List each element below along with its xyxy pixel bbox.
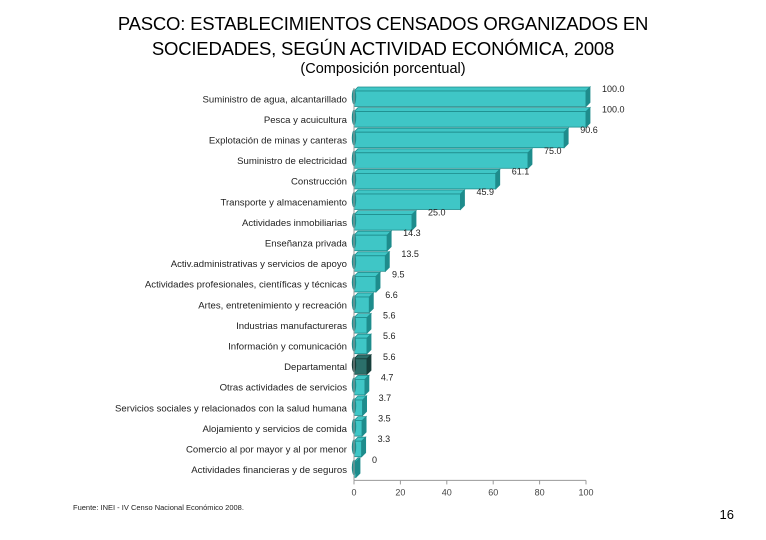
- bar: [351, 127, 570, 149]
- bar: [351, 147, 533, 170]
- value-label: 5.6: [383, 352, 396, 362]
- chart-title-line1: PASCO: ESTABLECIMIENTOS CENSADOS ORGANIZ…: [117, 13, 649, 34]
- page-number: 16: [719, 507, 734, 522]
- bar: [351, 415, 368, 438]
- bar: [351, 209, 417, 232]
- chart-subtitle: (Composición porcentual): [300, 61, 466, 77]
- bar: [351, 456, 361, 479]
- category-label: Industrias manufactureras: [236, 321, 347, 332]
- category-label: Explotación de minas y canteras: [209, 135, 347, 146]
- x-tick-label: 100: [578, 487, 593, 497]
- source-note: Fuente: INEI - IV Censo Nacional Económi…: [73, 503, 244, 512]
- category-label: Transporte y almacenamiento: [220, 197, 347, 208]
- category-label: Artes, entretenimiento y recreación: [198, 300, 347, 311]
- bar: [351, 106, 591, 129]
- value-label: 100.0: [602, 84, 625, 94]
- category-label: Actividades inmobiliarias: [242, 218, 347, 229]
- bar: [351, 250, 391, 273]
- category-label: Construcción: [291, 177, 347, 188]
- bars-layer: [351, 86, 591, 479]
- category-label: Comercio al por mayor y al por menor: [186, 444, 348, 455]
- category-label: Otras actividades de servicios: [220, 383, 348, 394]
- bar: [351, 230, 393, 252]
- x-tick-label: 40: [442, 487, 452, 497]
- value-label: 4.7: [381, 372, 394, 382]
- category-label: Actividades financieras y de seguros: [191, 465, 347, 476]
- category-label: Alojamiento y servicios de comida: [202, 424, 347, 435]
- chart-title-line2: SOCIEDADES, SEGÚN ACTIVIDAD ECONÓMICA, 2…: [151, 38, 615, 59]
- category-label: Enseñanza privada: [265, 238, 348, 249]
- category-label: Activ.administrativas y servicios de apo…: [171, 259, 347, 270]
- value-label: 61.1: [512, 166, 530, 176]
- value-label: 6.6: [385, 290, 398, 300]
- value-label: 14.3: [403, 228, 421, 238]
- category-label: Actividades profesionales, científicas y…: [145, 280, 347, 291]
- category-label: Información y comunicación: [228, 341, 347, 352]
- value-label: 90.6: [580, 125, 598, 135]
- value-label: 100.0: [602, 105, 625, 115]
- category-label: Pesca y acuicultura: [264, 115, 348, 126]
- x-tick-label: 80: [535, 487, 545, 497]
- bar: [351, 292, 375, 314]
- value-label: 3.5: [378, 414, 391, 424]
- value-label: 75.0: [544, 146, 562, 156]
- bar: [351, 189, 466, 211]
- value-label: 5.6: [383, 331, 396, 341]
- value-label: 9.5: [392, 269, 405, 279]
- x-axis: 0 20 40 60 80 100: [351, 88, 594, 497]
- value-label: 3.3: [378, 434, 391, 444]
- value-label: 5.6: [383, 311, 396, 321]
- category-label: Suministro de agua, alcantarillado: [202, 94, 347, 105]
- bar: [351, 353, 372, 376]
- bar: [351, 86, 591, 108]
- bar: [351, 271, 382, 293]
- labels-layer: Suministro de agua, alcantarillado 100.0 P…: [115, 84, 625, 476]
- category-label: Suministro de electricidad: [237, 156, 347, 167]
- value-label: 25.0: [428, 208, 446, 218]
- value-label: 13.5: [401, 249, 419, 259]
- bar: [351, 168, 501, 190]
- category-label: Servicios sociales y relacionados con la…: [115, 403, 348, 414]
- bar: [351, 374, 370, 396]
- bar: [351, 312, 372, 335]
- x-tick-label: 20: [395, 487, 405, 497]
- bar: [351, 333, 372, 355]
- chart-title: PASCO: ESTABLECIMIENTOS CENSADOS ORGANIZ…: [0, 11, 766, 61]
- x-tick-label: 0: [351, 487, 356, 497]
- category-label: Departamental: [284, 362, 347, 373]
- x-tick-label: 60: [488, 487, 498, 497]
- value-label: 0: [372, 455, 377, 465]
- value-label: 3.7: [379, 393, 392, 403]
- value-label: 45.9: [476, 187, 494, 197]
